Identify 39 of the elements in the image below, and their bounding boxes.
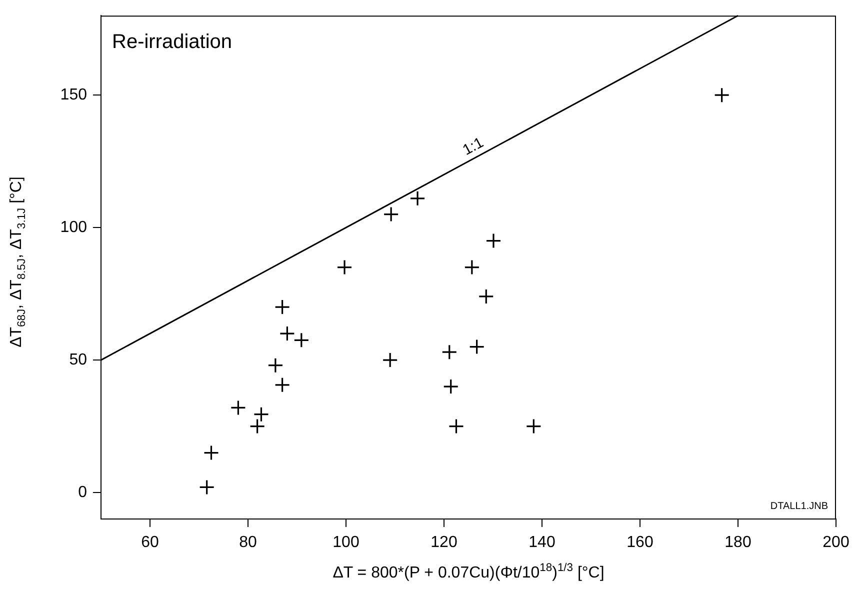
point [230, 400, 246, 416]
point [253, 406, 270, 422]
point [383, 206, 399, 222]
y-tick-label: 100 [60, 218, 88, 236]
point [448, 418, 464, 434]
point [469, 338, 485, 355]
x-tick-label: 160 [626, 534, 654, 552]
x-tick-label: 120 [430, 534, 458, 552]
point [464, 260, 480, 276]
point [199, 479, 215, 496]
point [382, 352, 398, 368]
annotation: Re-irradiation [112, 31, 232, 54]
x-tick-label: 140 [528, 534, 556, 552]
point [486, 233, 502, 249]
point [294, 332, 310, 348]
point [268, 358, 284, 374]
y-tick-label: 50 [69, 351, 88, 368]
x-tick-label: 200 [822, 534, 850, 552]
x-tick-label: 80 [239, 534, 257, 552]
x-axis-title: ΔT = 800*(P + 0.07Cu)(Φt/10$^{18}$)$^{1/3}$ [°C] [332, 562, 606, 582]
point [526, 418, 542, 434]
y-tick-label: 150 [60, 86, 88, 104]
x-tick-label: 100 [332, 534, 360, 552]
point [279, 326, 295, 342]
x-tick-label: 180 [724, 534, 752, 552]
point [443, 378, 459, 394]
point [410, 190, 426, 206]
point [714, 87, 730, 103]
y-tick-label: 0 [78, 484, 88, 501]
point [274, 299, 290, 315]
point [336, 260, 352, 276]
point [203, 444, 220, 461]
point [478, 288, 494, 304]
point [442, 344, 458, 360]
point [274, 377, 290, 393]
x-tick-label: 60 [141, 534, 159, 552]
point [250, 418, 266, 434]
annotation: DTALL1.JNB [770, 500, 828, 512]
annotation: 1:1 [460, 134, 486, 159]
